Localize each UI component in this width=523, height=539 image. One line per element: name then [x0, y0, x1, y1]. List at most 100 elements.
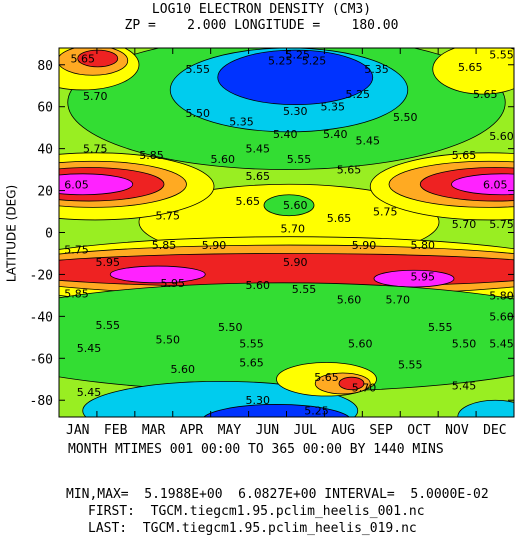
contour-band: [451, 173, 514, 196]
contour-label: 5.65: [239, 356, 264, 369]
y-tick-label: -80: [30, 394, 53, 409]
contour-label: 5.80: [489, 289, 514, 302]
contour-label: 5.90: [352, 239, 377, 252]
contour-labels: 5.655.555.255.255.255.35 5.655.555.705.50…: [64, 48, 514, 417]
contour-label: 5.60: [489, 310, 514, 323]
contour-label: 5.75: [373, 206, 398, 219]
y-tick-label: 40: [37, 143, 53, 158]
contour-band: [263, 194, 315, 217]
contour-label: 6.05: [64, 178, 89, 191]
contour-label: 5.55: [398, 359, 423, 372]
contour-label: 5.35: [364, 63, 389, 76]
contour-label: 5.55: [489, 48, 514, 61]
contour-label: 5.45: [452, 380, 477, 393]
x-tick-label: NOV: [445, 423, 469, 438]
contour-label: 5.75: [156, 210, 181, 223]
contour-label: 6.05: [483, 178, 508, 191]
contour-label: 5.60: [246, 279, 271, 292]
contour-label: 5.60: [211, 153, 236, 166]
contour-band: [432, 48, 514, 95]
contour-label: 5.80: [411, 239, 436, 252]
contour-label: 5.55: [96, 319, 121, 332]
contour-label: 5.65: [473, 88, 498, 101]
contour-band: [203, 404, 350, 417]
x-tick-label: JUL: [294, 423, 318, 438]
x-tick-label: JAN: [66, 423, 89, 438]
contour-label: 5.65: [314, 371, 339, 384]
chart-title: LOG10 ELECTRON DENSITY (CM3): [151, 2, 372, 17]
contour-label: 5.25: [304, 405, 329, 418]
contour-label: 5.60: [283, 199, 308, 212]
contour-label: 5.90: [202, 239, 227, 252]
contour-label: 5.50: [452, 338, 477, 351]
contour-label: 5.50: [186, 107, 211, 120]
contour-label: 5.90: [283, 256, 308, 269]
y-tick-label: -20: [30, 268, 53, 283]
contour-label: 5.55: [186, 63, 211, 76]
contour-label: 5.70: [352, 382, 377, 395]
contour-label: 5.55: [239, 338, 264, 351]
contour-label: 5.75: [64, 243, 89, 256]
contour-label: 5.25: [346, 88, 371, 101]
y-tick-label: 60: [37, 101, 53, 116]
contour-label: 5.30: [246, 394, 271, 407]
contour-label: 5.55: [292, 283, 317, 296]
contour-label: 5.55: [287, 153, 312, 166]
x-tick-label: AUG: [331, 423, 355, 438]
contour-label: 5.50: [393, 111, 418, 124]
x-tick-label: MAY: [218, 423, 242, 438]
x-tick-label: MAR: [142, 423, 166, 438]
bands: [59, 48, 514, 417]
contour-label: 5.50: [156, 333, 181, 346]
contour-label: 5.45: [77, 386, 102, 399]
contour-label: 5.65: [452, 149, 477, 162]
contour-label: 5.85: [152, 239, 177, 252]
contour-label: 5.60: [348, 338, 373, 351]
x-tick-label: OCT: [407, 423, 431, 438]
chart-subtitle: ZP = 2.000 LONGITUDE = 180.00: [124, 18, 399, 33]
contour-label: 5.30: [283, 105, 308, 118]
contour-label: 5.95: [96, 256, 121, 269]
contour-label: 5.85: [139, 149, 164, 162]
y-tick-label: 80: [37, 59, 53, 74]
contour-label: 5.35: [229, 115, 254, 128]
contour-label: 5.75: [489, 218, 514, 231]
contour-label: 5.75: [83, 143, 108, 156]
contour-label: 5.95: [161, 277, 186, 290]
x-tick-label: DEC: [483, 423, 506, 438]
x-axis-caption: MONTH MTIMES 001 00:00 TO 365 00:00 BY 1…: [68, 442, 444, 457]
x-tick-label: JUN: [256, 423, 279, 438]
contour-label: 5.50: [218, 321, 243, 334]
contour-label: 5.55: [428, 321, 453, 334]
contour-label: 5.40: [273, 128, 298, 141]
min-max-text: MIN,MAX= 5.1988E+00 6.0827E+00 INTERVAL=…: [66, 487, 489, 502]
contour-label: 5.45: [77, 342, 102, 355]
contour-label: 5.35: [321, 101, 346, 114]
contour-label: 5.65: [246, 170, 271, 183]
contour-label: 5.25: [268, 55, 293, 68]
contour-band: [338, 376, 365, 391]
contour-label: 5.60: [489, 130, 514, 143]
contour-label: 5.65: [236, 195, 261, 208]
contour-label: 5.60: [337, 294, 362, 307]
contour-label: 5.70: [281, 222, 306, 235]
contour-label: 5.25: [286, 48, 311, 61]
contour-label: 5.60: [171, 363, 196, 376]
contour-label: 5.45: [489, 338, 514, 351]
y-tick-label: 20: [37, 185, 53, 200]
contour-label: 5.70: [386, 294, 411, 307]
x-tick-label: APR: [180, 423, 204, 438]
contour-label: 5.65: [458, 61, 483, 74]
y-tick-label: -60: [30, 352, 53, 367]
last-file-text: LAST: TGCM.tiegcm1.95.pclim_heelis_019.n…: [88, 521, 417, 536]
contour-label: 5.70: [452, 218, 477, 231]
y-tick-label: -40: [30, 310, 53, 325]
contour-label: 5.40: [323, 128, 348, 141]
contour-label: 5.65: [327, 212, 352, 225]
axes: 80 60 40 20 0 -20 -40 -60 -80 JAN FEB MAR APR MAY JUN J…: [30, 48, 514, 438]
contour-label: 5.65: [337, 164, 362, 177]
contour-label: 5.70: [83, 90, 108, 103]
contour-fill: [59, 48, 514, 417]
first-file-text: FIRST: TGCM.tiegcm1.95.pclim_heelis_001.…: [88, 504, 425, 519]
